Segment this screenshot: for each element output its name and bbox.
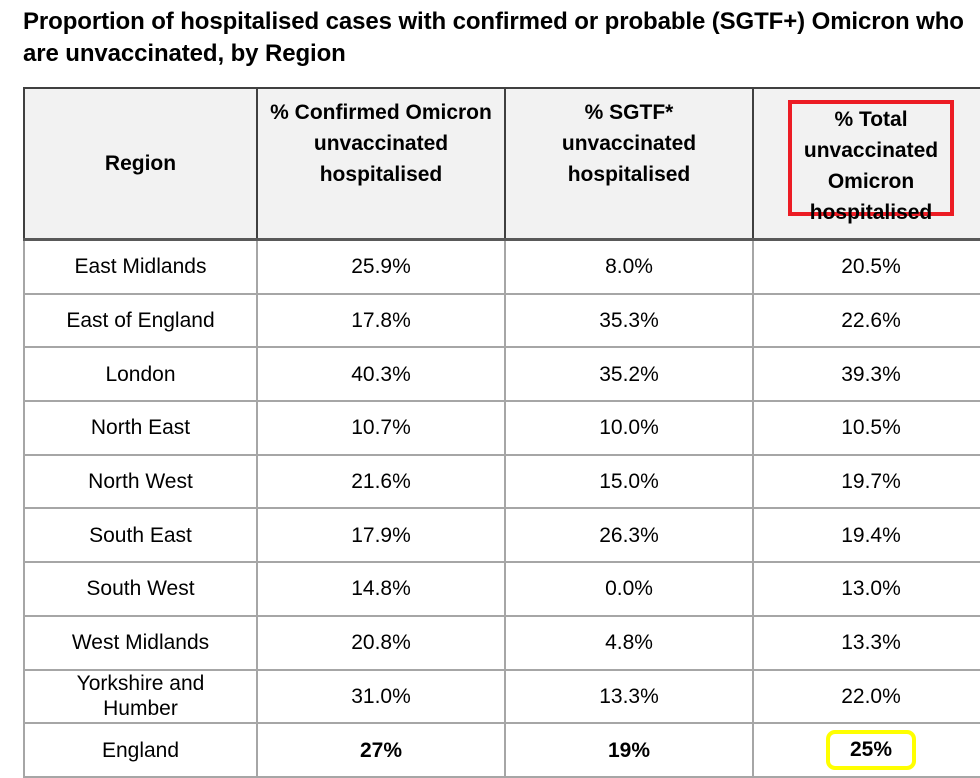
cell-region: Yorkshire and Humber: [23, 668, 258, 725]
cell-sgtf: 19%: [504, 722, 754, 778]
cell-region: South West: [23, 561, 258, 617]
cell-sgtf: 26.3%: [504, 507, 754, 564]
cell-confirmed: 10.7%: [256, 400, 506, 456]
cell-region: London: [23, 346, 258, 403]
cell-sgtf: 4.8%: [504, 614, 754, 671]
total-value: 25%: [849, 738, 893, 762]
table-row: East Midlands 25.9% 8.0% 20.5%: [23, 238, 980, 295]
cell-region: West Midlands: [23, 614, 258, 671]
cell-region: North West: [23, 453, 258, 510]
header-sgtf: % SGTF* unvaccinated hospitalised: [504, 87, 754, 241]
cell-confirmed: 21.6%: [256, 453, 506, 510]
cell-total: 19.7%: [752, 453, 980, 510]
cell-total: 22.6%: [752, 292, 980, 349]
header-confirmed: % Confirmed Omicron unvaccinated hospita…: [256, 87, 506, 241]
table-header-row: Region % Confirmed Omicron unvaccinated …: [23, 87, 980, 241]
cell-sgtf: 10.0%: [504, 400, 754, 456]
page-title: Proportion of hospitalised cases with co…: [23, 8, 964, 67]
cell-confirmed: 17.8%: [256, 292, 506, 349]
cell-total: 10.5%: [752, 400, 980, 456]
total-row: England 27% 19% 25%: [23, 722, 980, 778]
cell-total: 39.3%: [752, 346, 980, 403]
table-row: North East 10.7% 10.0% 10.5%: [23, 400, 980, 456]
cell-region-label: Yorkshire and Humber: [76, 672, 205, 721]
cell-sgtf: 35.3%: [504, 292, 754, 349]
cell-region: England: [23, 722, 258, 778]
yellow-highlight-box: 25%: [825, 730, 917, 771]
cell-total: 19.4%: [752, 507, 980, 564]
header-total-label: % Total unvaccinated Omicron hospitalise…: [803, 107, 939, 224]
table-row: North West 21.6% 15.0% 19.7%: [23, 453, 980, 510]
table-row: Yorkshire and Humber 31.0% 13.3% 22.0%: [23, 668, 980, 725]
cell-total: 22.0%: [752, 668, 980, 725]
cell-sgtf: 15.0%: [504, 453, 754, 510]
table-body: East Midlands 25.9% 8.0% 20.5% East of Engl…: [23, 238, 980, 778]
cell-confirmed: 27%: [256, 722, 506, 778]
header-total: % Total unvaccinated Omicron hospitalise…: [752, 87, 980, 241]
cell-confirmed: 31.0%: [256, 668, 506, 725]
red-highlight-box: % Total unvaccinated Omicron hospitalise…: [788, 99, 954, 224]
cell-total: 20.5%: [752, 238, 980, 295]
cell-region: North East: [23, 400, 258, 456]
cell-confirmed: 17.9%: [256, 507, 506, 564]
header-sgtf-label: % SGTF* unvaccinated hospitalised: [561, 101, 697, 186]
cell-region: East Midlands: [23, 238, 258, 295]
region-table: Region % Confirmed Omicron unvaccinated …: [23, 87, 980, 778]
cell-total: 13.0%: [752, 561, 980, 617]
cell-total: 13.3%: [752, 614, 980, 671]
cell-confirmed: 14.8%: [256, 561, 506, 617]
cell-region: South East: [23, 507, 258, 564]
table-row: East of England 17.8% 35.3% 22.6%: [23, 292, 980, 349]
cell-sgtf: 0.0%: [504, 561, 754, 617]
cell-confirmed: 40.3%: [256, 346, 506, 403]
table-row: South West 14.8% 0.0% 13.0%: [23, 561, 980, 617]
cell-sgtf: 13.3%: [504, 668, 754, 725]
table-row: South East 17.9% 26.3% 19.4%: [23, 507, 980, 564]
cell-region: East of England: [23, 292, 258, 349]
header-region: Region: [23, 87, 258, 241]
cell-sgtf: 8.0%: [504, 238, 754, 295]
cell-confirmed: 25.9%: [256, 238, 506, 295]
cell-confirmed: 20.8%: [256, 614, 506, 671]
table-row: West Midlands 20.8% 4.8% 13.3%: [23, 614, 980, 671]
table-row: London 40.3% 35.2% 39.3%: [23, 346, 980, 403]
cell-total: 25%: [752, 722, 980, 778]
cell-sgtf: 35.2%: [504, 346, 754, 403]
